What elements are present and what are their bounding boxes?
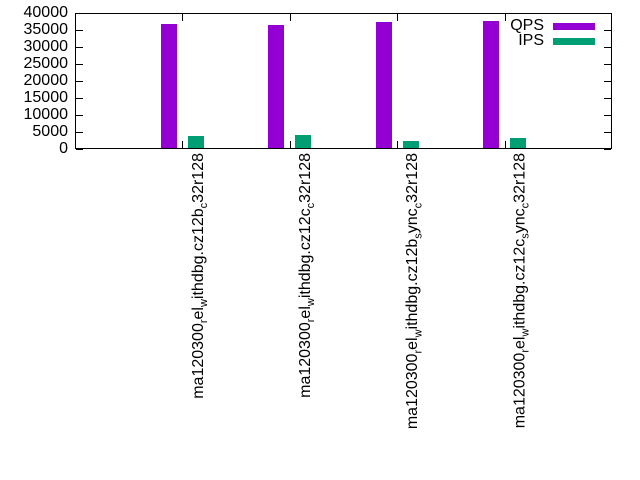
y-tick-mark-left bbox=[76, 64, 83, 65]
y-tick-mark-right bbox=[604, 115, 611, 116]
legend-label-ips: IPS bbox=[518, 32, 544, 49]
legend-row-qps: QPS bbox=[510, 17, 595, 34]
x-label-text: el bbox=[404, 337, 422, 350]
bar-qps-2 bbox=[376, 22, 392, 148]
x-label-text: el bbox=[296, 306, 314, 319]
x-tick-mark-top bbox=[182, 14, 183, 21]
y-tick-mark-left bbox=[76, 30, 83, 31]
x-tick-label: ma120300relwithdbg.cz12csyncc32r128 bbox=[511, 153, 532, 429]
y-tick-label: 30000 bbox=[23, 38, 69, 55]
x-tick-mark-bottom bbox=[290, 141, 291, 148]
x-tick-mark-bottom bbox=[505, 141, 506, 148]
x-label-subscript: r bbox=[305, 318, 317, 323]
y-tick-mark-right bbox=[604, 13, 611, 14]
y-tick-mark-left bbox=[76, 47, 83, 48]
legend-swatch-qps bbox=[553, 22, 595, 30]
bar-ips-2 bbox=[403, 141, 419, 148]
y-tick-mark-right bbox=[604, 64, 611, 65]
legend-swatch-ips bbox=[553, 37, 595, 45]
x-tick-label: ma120300relwithdbg.cz12cc32r128 bbox=[296, 153, 317, 398]
y-tick-mark-right bbox=[604, 47, 611, 48]
x-label-text: ma120300 bbox=[404, 353, 422, 430]
x-tick-label: ma120300relwithdbg.cz12bsyncc32r128 bbox=[404, 153, 425, 430]
plot-area bbox=[75, 13, 612, 149]
y-tick-mark-left bbox=[76, 132, 83, 133]
x-label-subscript: w bbox=[412, 329, 425, 338]
y-tick-label: 35000 bbox=[23, 21, 69, 38]
y-tick-label: 5000 bbox=[32, 123, 68, 140]
x-label-text: ma120300 bbox=[189, 323, 207, 399]
x-label-subscript: s bbox=[519, 233, 532, 239]
y-tick-mark-left bbox=[76, 98, 83, 99]
legend: QPS IPS bbox=[510, 17, 595, 49]
x-tick-mark-top bbox=[397, 14, 398, 21]
legend-label-qps: QPS bbox=[510, 17, 544, 34]
x-label-subscript: r bbox=[412, 349, 425, 354]
x-label-text: ma120300 bbox=[511, 352, 529, 429]
y-tick-mark-left bbox=[76, 13, 83, 14]
bar-ips-1 bbox=[295, 135, 311, 148]
x-label-text: el bbox=[511, 336, 529, 349]
x-label-text: ma120300 bbox=[296, 322, 314, 398]
x-tick-mark-bottom bbox=[397, 141, 398, 148]
x-label-text: ithdbg.cz12c bbox=[296, 208, 314, 299]
x-label-text: ithdbg.cz12c bbox=[511, 238, 529, 329]
y-tick-mark-right bbox=[604, 81, 611, 82]
x-label-subscript: r bbox=[519, 348, 532, 353]
x-label-text: 32r128 bbox=[189, 153, 207, 203]
x-label-text: ithdbg.cz12b bbox=[189, 208, 207, 300]
y-tick-mark-right bbox=[604, 132, 611, 133]
x-label-text: 32r128 bbox=[296, 153, 314, 203]
x-label-subscript: s bbox=[412, 233, 425, 239]
y-tick-label: 0 bbox=[59, 140, 68, 157]
x-tick-mark-bottom bbox=[182, 141, 183, 148]
x-label-text: ithdbg.cz12b bbox=[404, 238, 422, 330]
y-tick-label: 25000 bbox=[23, 55, 69, 72]
x-label-text: 32r128 bbox=[511, 153, 529, 203]
x-label-text: 32r128 bbox=[404, 153, 422, 203]
y-tick-label: 15000 bbox=[23, 89, 69, 106]
y-tick-mark-left bbox=[76, 149, 83, 150]
x-label-subscript: w bbox=[305, 298, 317, 307]
x-tick-mark-top bbox=[290, 14, 291, 21]
bar-qps-0 bbox=[161, 24, 177, 148]
x-label-subscript: w bbox=[519, 328, 532, 337]
y-tick-label: 20000 bbox=[23, 72, 69, 89]
x-label-text: el bbox=[189, 307, 207, 320]
legend-row-ips: IPS bbox=[518, 32, 595, 49]
x-tick-mark-top bbox=[505, 14, 506, 21]
x-label-subscript: w bbox=[197, 299, 210, 308]
x-label-subscript: c bbox=[519, 202, 532, 209]
bar-ips-3 bbox=[510, 138, 526, 148]
x-label-text: ync bbox=[404, 208, 422, 234]
x-label-subscript: r bbox=[197, 319, 210, 324]
y-tick-label: 40000 bbox=[23, 4, 69, 21]
x-label-subscript: c bbox=[412, 202, 425, 209]
x-tick-label: ma120300relwithdbg.cz12bc32r128 bbox=[189, 153, 209, 399]
x-label-text: ync bbox=[511, 208, 529, 234]
bar-qps-3 bbox=[483, 21, 499, 148]
y-tick-mark-left bbox=[76, 115, 83, 116]
bar-ips-0 bbox=[188, 136, 204, 148]
bar-qps-1 bbox=[268, 25, 284, 148]
x-label-subscript: c bbox=[305, 202, 317, 209]
x-label-subscript: c bbox=[197, 202, 210, 209]
y-tick-label: 10000 bbox=[23, 106, 69, 123]
y-tick-mark-right bbox=[604, 98, 611, 99]
y-tick-mark-right bbox=[604, 30, 611, 31]
y-tick-mark-right bbox=[604, 149, 611, 150]
y-tick-mark-left bbox=[76, 81, 83, 82]
